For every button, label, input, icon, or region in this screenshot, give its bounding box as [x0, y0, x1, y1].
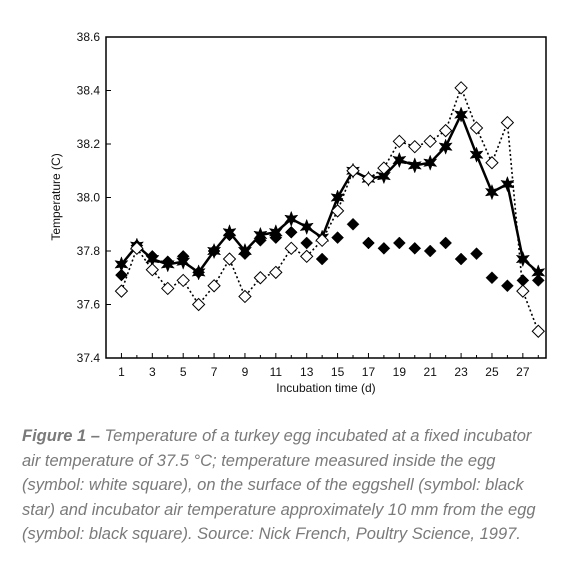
series-2-point	[284, 210, 299, 228]
series-layer	[114, 81, 546, 338]
series-1-point	[161, 281, 175, 296]
series-1-point	[284, 241, 298, 256]
x-tick-label: 15	[331, 365, 345, 379]
y-tick-label: 38.2	[77, 137, 101, 151]
chart: 37.4 37.6 37.8 38.0 38.2 38.4 38.6 1 3 5 7 9 11 13 15 1…	[49, 30, 547, 395]
series-1-point	[114, 284, 129, 298]
x-tick-label: 27	[516, 365, 530, 379]
series-2-point	[222, 224, 237, 241]
x-tick-label: 9	[242, 365, 249, 379]
series-1-point	[361, 172, 376, 186]
series-3-point	[408, 241, 422, 255]
series-2-point	[407, 157, 422, 174]
series-2-point	[438, 138, 453, 155]
x-tick-label: 21	[424, 365, 438, 379]
x-tick-label: 1	[118, 365, 125, 379]
series-1-point	[222, 252, 237, 266]
series-2-point	[176, 253, 191, 270]
series-3-point	[485, 271, 499, 285]
x-axis-label: Incubation time (d)	[276, 381, 375, 395]
y-axis-label: Temperature (C)	[49, 153, 63, 240]
series-2-point	[253, 226, 268, 244]
series-1-point	[130, 241, 144, 256]
series-3-point	[377, 241, 391, 255]
series-2-point	[299, 218, 314, 236]
series-2-point	[453, 106, 469, 123]
y-tick-label: 38.6	[77, 30, 101, 44]
series-1-point	[330, 204, 345, 218]
series-2-point	[469, 146, 484, 163]
y-tick-label: 38.4	[77, 84, 101, 98]
series-3-point	[300, 236, 314, 250]
series-3-point	[331, 231, 344, 244]
series-1-point	[500, 115, 515, 130]
series-1-point	[516, 284, 530, 298]
series-3-point	[315, 252, 329, 266]
x-tick-label: 17	[362, 365, 376, 379]
series-1-point	[469, 121, 484, 135]
series-2-point	[206, 242, 222, 260]
series-1-point	[392, 134, 407, 149]
series-2-point	[484, 183, 500, 201]
series-2-point	[531, 264, 546, 281]
series-2-point	[515, 250, 530, 268]
series-1-point	[423, 134, 437, 149]
series-1-point	[408, 139, 422, 154]
series-3-point	[346, 217, 360, 231]
x-tick-label: 7	[211, 365, 218, 379]
series-3-point	[501, 279, 514, 293]
x-tick-label: 5	[180, 365, 187, 379]
y-tick-label: 37.8	[77, 244, 101, 258]
series-3-point	[439, 236, 453, 250]
series-2-point	[500, 175, 515, 193]
series-2-point	[268, 224, 283, 241]
series-1-point	[253, 271, 268, 285]
series-2-point	[376, 167, 392, 185]
series-3-point	[362, 236, 375, 250]
series-3-point	[454, 252, 468, 266]
series-1-point	[238, 289, 252, 304]
series-3-point	[392, 236, 406, 250]
series-1-point	[485, 156, 499, 170]
series-2-point	[237, 242, 253, 260]
y-tick-label: 37.4	[77, 351, 101, 365]
series-3-point	[470, 247, 483, 261]
y-tick-label: 38.0	[77, 191, 101, 205]
x-tick-label: 23	[454, 365, 468, 379]
series-3-point	[284, 225, 298, 239]
series-2-line	[120, 111, 540, 275]
series-1-point	[269, 265, 283, 280]
series-2-point	[114, 256, 129, 273]
series-2-point	[160, 256, 175, 273]
x-tick-label: 3	[149, 365, 156, 379]
series-2-point	[423, 154, 438, 171]
series-2-point	[191, 264, 206, 281]
series-1-point	[377, 161, 391, 175]
series-1-point	[207, 279, 221, 293]
series-1-point	[145, 263, 160, 277]
x-tick-label: 11	[270, 365, 283, 379]
x-tick-label: 19	[393, 365, 407, 379]
x-tick-label: 13	[300, 365, 314, 379]
y-tick-label: 37.6	[77, 298, 101, 312]
series-3-point	[115, 268, 128, 282]
figure-caption: Figure 1 – Temperature of a turkey egg i…	[22, 424, 542, 547]
axis-ticks: 37.437.637.838.038.238.438.61 3 5 7 9 11 13 15 1…	[77, 30, 539, 379]
plot-area	[105, 36, 547, 359]
series-1-point	[531, 324, 545, 338]
series-1-point	[315, 233, 329, 248]
series-1-point	[346, 164, 360, 178]
series-1-point	[454, 81, 468, 95]
series-2-point	[392, 151, 407, 169]
series-3-point	[423, 244, 437, 258]
x-tick-label: 25	[485, 365, 499, 379]
caption-text: Temperature of a turkey egg incubated at…	[22, 427, 536, 543]
series-1-point	[299, 249, 314, 264]
series-1-point	[438, 123, 453, 138]
series-1-line	[120, 85, 540, 332]
chart-svg: 37.437.637.838.038.238.438.61 3 5 7 9 11 13 15 1…	[49, 30, 547, 395]
series-1-point	[176, 273, 190, 288]
caption-lead: Figure 1 –	[22, 427, 100, 445]
series-1-point	[191, 297, 206, 312]
